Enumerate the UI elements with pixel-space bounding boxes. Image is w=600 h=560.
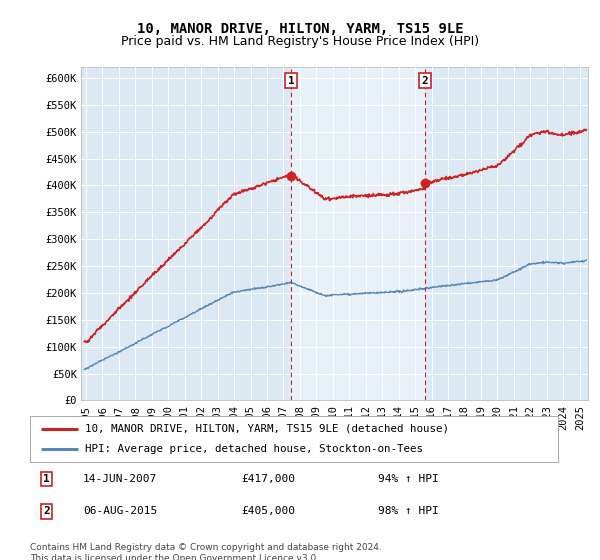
Text: 2: 2 (422, 76, 428, 86)
Text: Contains HM Land Registry data © Crown copyright and database right 2024.
This d: Contains HM Land Registry data © Crown c… (30, 543, 382, 560)
Text: 14-JUN-2007: 14-JUN-2007 (83, 474, 157, 484)
Text: 10, MANOR DRIVE, HILTON, YARM, TS15 9LE (detached house): 10, MANOR DRIVE, HILTON, YARM, TS15 9LE … (85, 424, 449, 434)
Text: 1: 1 (43, 474, 50, 484)
Text: 10, MANOR DRIVE, HILTON, YARM, TS15 9LE: 10, MANOR DRIVE, HILTON, YARM, TS15 9LE (137, 22, 463, 36)
Text: 94% ↑ HPI: 94% ↑ HPI (379, 474, 439, 484)
Text: £417,000: £417,000 (241, 474, 295, 484)
Text: 98% ↑ HPI: 98% ↑ HPI (379, 506, 439, 516)
Text: HPI: Average price, detached house, Stockton-on-Tees: HPI: Average price, detached house, Stoc… (85, 444, 424, 454)
Text: 06-AUG-2015: 06-AUG-2015 (83, 506, 157, 516)
Text: Price paid vs. HM Land Registry's House Price Index (HPI): Price paid vs. HM Land Registry's House … (121, 35, 479, 48)
Bar (291, 67, 425, 400)
Text: £405,000: £405,000 (241, 506, 295, 516)
Text: 1: 1 (287, 76, 294, 86)
Text: 2: 2 (43, 506, 50, 516)
